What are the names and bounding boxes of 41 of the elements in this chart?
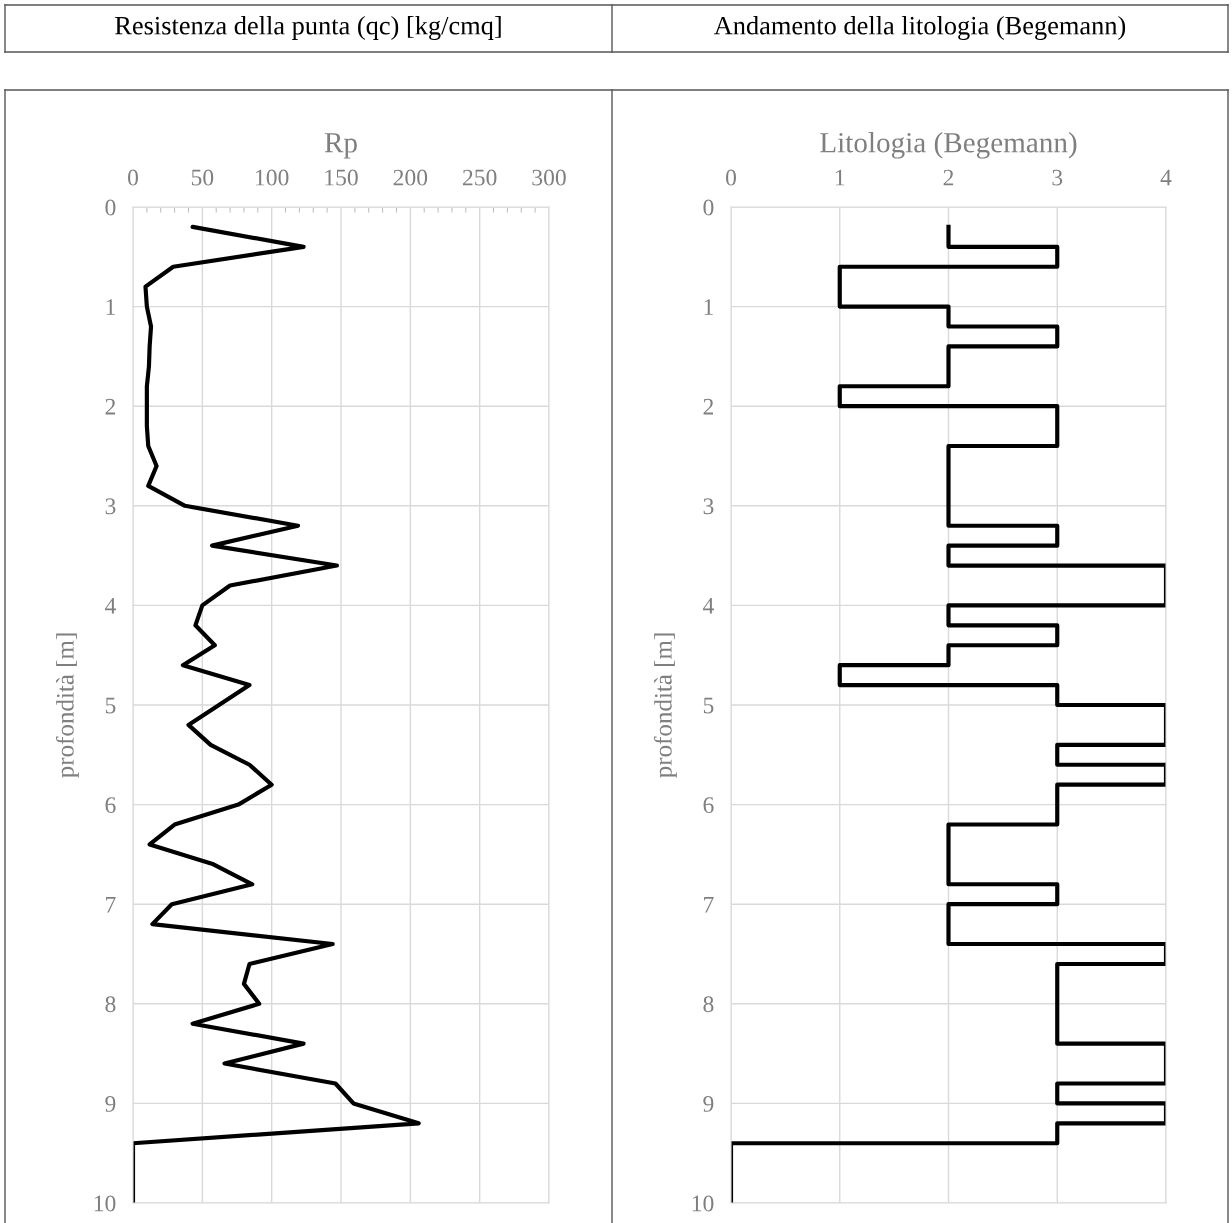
y-tick-label: 9 xyxy=(105,1095,116,1112)
y-tick-label: 4 xyxy=(702,598,714,614)
y-tick-label: 9 xyxy=(703,1095,714,1112)
chart-title: Andamento della litologia (Begemann) xyxy=(713,16,1126,40)
y-tick-label: 10 xyxy=(692,1195,714,1212)
y-axis-title: profondità [m] xyxy=(55,633,79,778)
y-tick-label: 6 xyxy=(105,797,116,814)
y-tick-label: 0 xyxy=(703,199,714,216)
y-tick-label: 5 xyxy=(105,697,116,714)
x-tick-label: 3 xyxy=(1052,169,1063,186)
y-tick-label: 3 xyxy=(105,498,116,515)
y-tick-label: 8 xyxy=(105,996,116,1013)
x-tick-label: 0 xyxy=(726,169,736,186)
y-tick-label: 8 xyxy=(703,996,714,1013)
y-tick-label: 5 xyxy=(703,697,714,714)
x-tick-label: 100 xyxy=(256,169,289,186)
y-tick-label: 10 xyxy=(94,1195,116,1212)
x-tick-label: 1 xyxy=(835,169,845,186)
chart-title: Resistenza della punta (qc) [kg/cmq] xyxy=(115,16,501,40)
x-tick-label: 0 xyxy=(128,169,138,186)
x-tick-label: 300 xyxy=(532,169,566,186)
x-tick-label: 50 xyxy=(191,169,214,186)
x-axis-title: Rp xyxy=(324,133,357,159)
y-axis-title: profondità [m] xyxy=(653,633,677,778)
y-tick-label: 1 xyxy=(704,299,713,315)
x-tick-label: 2 xyxy=(943,169,954,186)
y-tick-label: 2 xyxy=(703,398,714,415)
x-tick-label: 150 xyxy=(325,169,358,186)
line-series xyxy=(133,224,421,1203)
x-axis-title: Litologia (Begemann) xyxy=(820,132,1077,159)
y-tick-label: 1 xyxy=(106,299,115,315)
y-tick-label: 2 xyxy=(105,398,116,415)
y-tick-label: 6 xyxy=(703,797,714,814)
x-tick-label: 250 xyxy=(462,169,497,186)
y-tick-label: 4 xyxy=(104,598,116,614)
x-tick-label: 4 xyxy=(1160,169,1172,186)
y-tick-label: 0 xyxy=(105,199,116,216)
x-tick-label: 200 xyxy=(393,169,428,186)
y-tick-label: 7 xyxy=(704,896,714,913)
y-tick-label: 7 xyxy=(106,896,116,913)
y-tick-label: 3 xyxy=(703,498,714,515)
